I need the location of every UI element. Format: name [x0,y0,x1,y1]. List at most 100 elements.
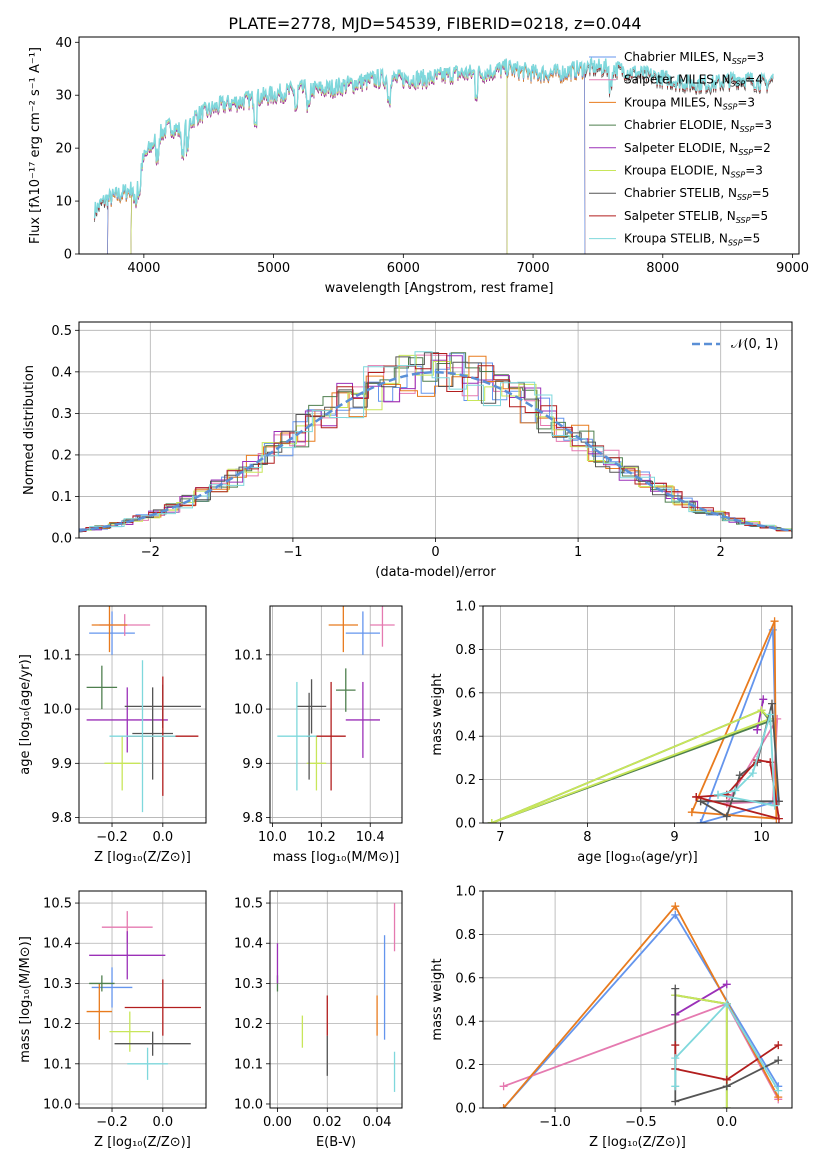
weight_vs_age-marker [714,790,723,799]
spectrum-ylabel: Flux [fλ10⁻¹⁷ erg cm⁻² s⁻¹ A⁻¹] [28,47,43,244]
weight_vs_age-ytick-label: 0.0 [455,817,476,832]
age_vs_mass-xtick-label: 10.4 [356,830,385,845]
spectrum-series-kroupa-stelib [93,56,774,219]
panel-age_vs_mass: 10.0 10.2 10.4 9.8 9.9 10.0 10.1 mass [log₁₀(M/… [234,605,403,865]
weight_vs_Z-marker [671,984,680,993]
weight_vs_age-series-kroupa-stelib [717,714,776,807]
weight_vs_Z-marker [499,1104,508,1108]
weight_vs_age-xlabel: age [log₁₀(age/yr)] [577,850,698,865]
mass_vs_ebv-xtick-label: 0.04 [363,1115,392,1130]
legend-entry: Salpeter MILES, NSSP=4 [624,73,763,89]
weight_vs_Z-ytick-label: 0.0 [455,1102,476,1117]
age_vs_Z-ytick-label: 10.0 [43,703,72,718]
weight_vs_age-series-kroupa-elodie [491,709,772,823]
figure-title: PLATE=2778, MJD=54539, FIBERID=0218, z=0… [228,14,641,33]
panel-mass_vs_Z: −0.2 0.0 10.0 10.1 10.2 10.3 10.4 10.5 Z [log₁₀(… [18,890,207,1150]
panel-mass_vs_ebv: 0.00 0.02 0.04 10.0 10.1 10.2 10.3 10.4 10.5 E(B-… [234,890,403,1150]
legend-entry: Chabrier STELIB, NSSP=5 [624,186,769,202]
age_vs_Z-ytick-label: 9.9 [51,757,72,772]
weight_vs_age-marker [687,808,696,817]
residuals-xtick-label: 0 [431,545,439,560]
weight_vs_age-marker [766,710,775,719]
mass_vs_Z-plot-area [79,891,206,1108]
age_vs_Z-xlabel: Z [log₁₀(Z/Z⊙)] [94,850,191,865]
weight_vs_age-xtick-label: 8 [583,830,591,845]
mass_vs_ebv-xlabel: E(B-V) [316,1135,356,1150]
weight_vs_age-marker [753,725,762,734]
spectrum-ytick-label: 0 [64,248,72,263]
spectrum-ytick-label: 10 [55,195,72,210]
spectrum-xtick-label: 5000 [257,261,290,276]
weight_vs_Z-ytick-label: 1.0 [455,885,476,900]
residuals-plot-area [79,322,792,538]
age_vs_mass-xtick-label: 10.0 [258,830,287,845]
weight_vs_Z-marker [722,980,731,989]
weight_vs_age-marker [696,819,705,823]
residuals-xtick-label: 1 [574,545,582,560]
residuals-ytick-label: 0.4 [51,365,72,380]
weight_vs_Z-series-kroupa-stelib [674,1002,780,1092]
residuals-ytick-label: 0.3 [51,407,72,422]
weight_vs_age-xtick-label: 10 [753,830,770,845]
weight_vs_Z-marker [774,1056,783,1065]
weight_vs_age-marker [731,786,740,795]
residuals-xtick-label: −1 [283,545,302,560]
weight_vs_Z-marker [671,1082,680,1091]
spectrum-xtick-label: 9000 [776,261,809,276]
weight_vs_age-ytick-label: 1.0 [455,600,476,615]
weight_vs_Z-marker [671,910,680,919]
weight_vs_age-ytick-label: 0.6 [455,686,476,701]
age_vs_mass-ytick-label: 9.9 [242,757,263,772]
legend-entry: Chabrier ELODIE, NSSP=3 [624,118,772,134]
residual-hist-kroupa-elodie [79,354,792,531]
residuals-ytick-label: 0.0 [51,532,72,547]
residuals-ylabel: Normed distribution [22,365,37,495]
weight_vs_Z-plot-area [483,891,792,1108]
spectrum-ytick-label: 30 [55,89,72,104]
weight_vs_age-marker [487,819,496,823]
mass_vs_ebv-xtick-label: 0.00 [263,1115,292,1130]
mass_vs_ebv-ytick-label: 10.5 [234,897,263,912]
age_vs_mass-xlabel: mass [log₁₀(M/M⊙)] [273,850,400,865]
residuals-frame [78,321,793,539]
mass_vs_Z-ytick-label: 10.3 [43,977,72,992]
legend-entry: Salpeter ELODIE, NSSP=2 [624,141,771,157]
gaussian-legend-label: 𝒩(0, 1) [731,337,778,352]
weight_vs_age-marker [774,814,783,823]
weight_vs_age-ytick-label: 0.4 [455,730,476,745]
mass_vs_Z-ytick-label: 10.2 [43,1017,72,1032]
residuals-xtick-label: −2 [141,545,160,560]
mass_vs_ebv-xtick-label: 0.02 [313,1115,342,1130]
spectrum-plot-area [93,56,774,254]
weight_vs_Z-marker [671,1097,680,1106]
weight_vs_age-xtick-label: 7 [496,830,504,845]
panel-weight_vs_Z: −1.0 −0.5 0.0 0.0 0.2 0.4 0.6 0.8 1.0 Z [log₁₀(Z/… [430,885,793,1150]
spectrum-xtick-label: 8000 [646,261,679,276]
spectrum-ytick-label: 20 [55,142,72,157]
weight_vs_age-ylabel: mass weight [430,673,445,755]
age_vs_Z-frame [78,605,207,824]
residuals-ytick-label: 0.1 [51,490,72,505]
legend-entry: Chabrier MILES, NSSP=3 [624,50,764,66]
weight_vs_age-marker [773,714,782,723]
age_vs_Z-plot-area [79,606,206,823]
weight_vs_age-marker [770,801,779,810]
mass_vs_ebv-ytick-label: 10.4 [234,937,263,952]
mass_vs_ebv-ytick-label: 10.3 [234,977,263,992]
weight_vs_age-marker [748,769,757,778]
age_vs_Z-ytick-label: 9.8 [51,811,72,826]
spectrum-xtick-label: 4000 [127,261,160,276]
mass_vs_Z-frame [78,890,207,1109]
spectrum-xlabel: wavelength [Angstrom, rest frame] [325,281,554,296]
mass_vs_Z-ytick-label: 10.5 [43,897,72,912]
mass_vs_Z-ytick-label: 10.0 [43,1097,72,1112]
age_vs_Z-ytick-label: 10.1 [43,648,72,663]
weight_vs_Z-ytick-label: 0.4 [455,1015,476,1030]
mass_vs_Z-ytick-label: 10.4 [43,937,72,952]
weight_vs_Z-marker [722,1104,731,1108]
age_vs_Z-xtick-label: −0.2 [96,830,128,845]
spectrum-legend: Chabrier MILES, NSSP=3 Salpeter MILES, NS… [589,50,772,248]
gaussian-curve [79,371,792,532]
mass_vs_ebv-plot-area [270,891,402,1108]
